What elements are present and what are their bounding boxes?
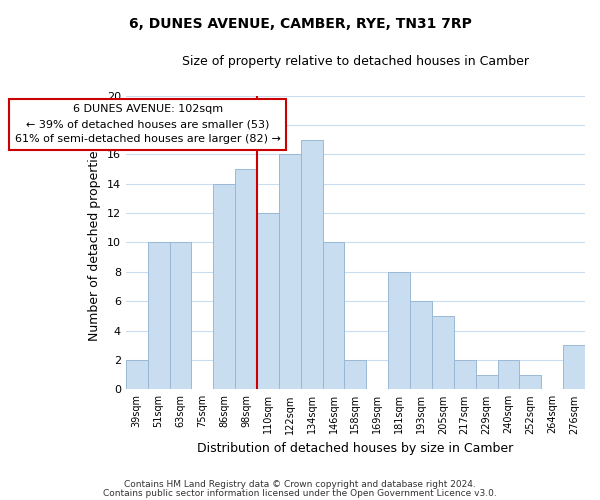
Y-axis label: Number of detached properties: Number of detached properties xyxy=(88,144,101,341)
Bar xyxy=(388,272,410,390)
Text: Contains HM Land Registry data © Crown copyright and database right 2024.: Contains HM Land Registry data © Crown c… xyxy=(124,480,476,489)
Bar xyxy=(520,374,541,390)
Text: 6, DUNES AVENUE, CAMBER, RYE, TN31 7RP: 6, DUNES AVENUE, CAMBER, RYE, TN31 7RP xyxy=(128,18,472,32)
Bar xyxy=(148,242,170,390)
Bar xyxy=(213,184,235,390)
Bar xyxy=(126,360,148,390)
Bar xyxy=(410,301,432,390)
X-axis label: Distribution of detached houses by size in Camber: Distribution of detached houses by size … xyxy=(197,442,514,455)
Bar xyxy=(279,154,301,390)
Bar xyxy=(454,360,476,390)
Bar xyxy=(301,140,323,390)
Bar xyxy=(344,360,367,390)
Text: Contains public sector information licensed under the Open Government Licence v3: Contains public sector information licen… xyxy=(103,489,497,498)
Bar xyxy=(432,316,454,390)
Text: 6 DUNES AVENUE: 102sqm
← 39% of detached houses are smaller (53)
61% of semi-det: 6 DUNES AVENUE: 102sqm ← 39% of detached… xyxy=(15,104,281,144)
Bar xyxy=(235,169,257,390)
Bar xyxy=(563,345,585,390)
Bar xyxy=(170,242,191,390)
Bar xyxy=(323,242,344,390)
Bar xyxy=(476,374,497,390)
Bar xyxy=(497,360,520,390)
Bar xyxy=(257,213,279,390)
Title: Size of property relative to detached houses in Camber: Size of property relative to detached ho… xyxy=(182,55,529,68)
